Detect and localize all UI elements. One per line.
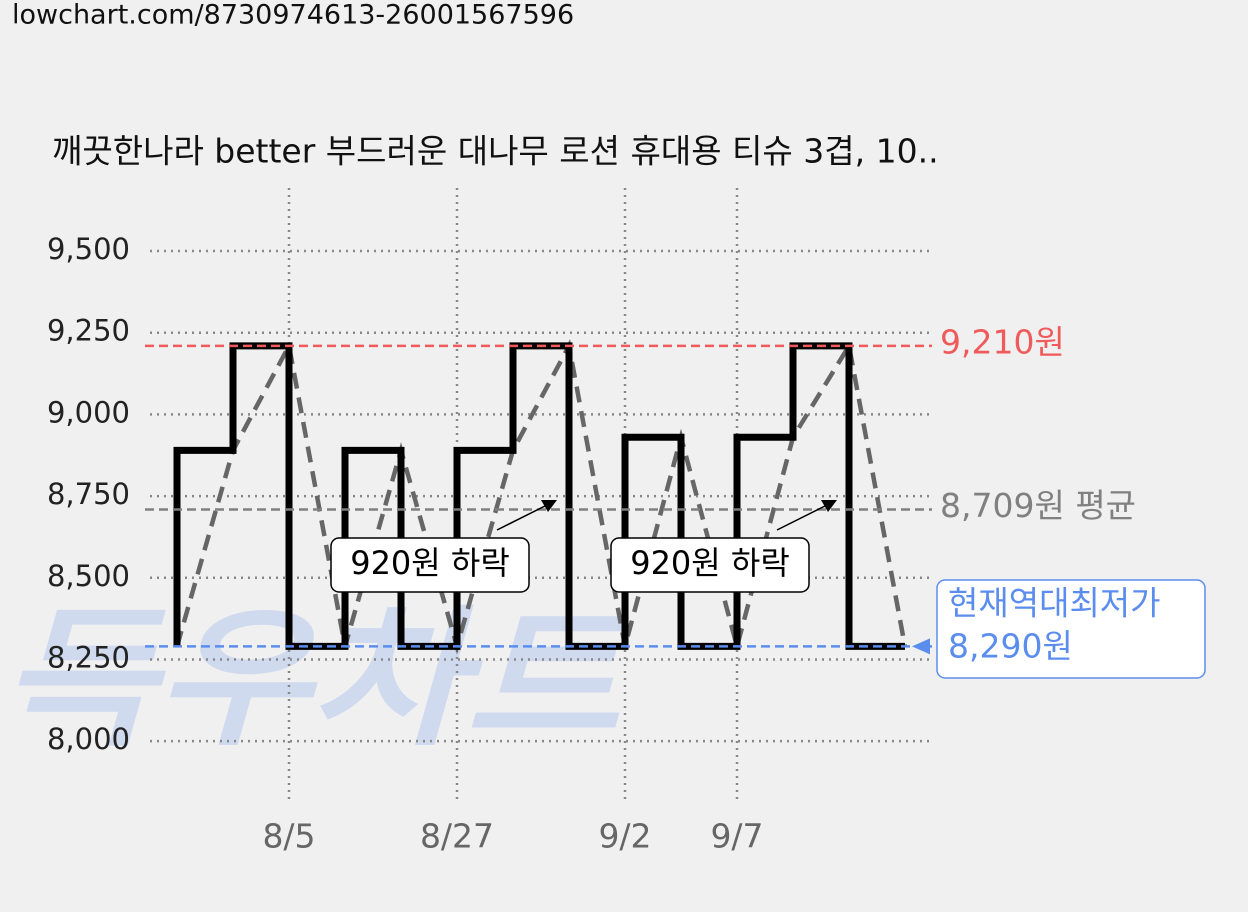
arrow-head: [821, 500, 837, 512]
annotation-arrow: [496, 503, 550, 531]
pointer: [912, 638, 930, 655]
watermark: 득우차트: [0, 593, 630, 767]
annotation-box: [610, 537, 810, 593]
y-tick-label: 8,750: [47, 477, 130, 511]
chart-title: 깨끗한나라 better 부드러운 대나무 로션 휴대용 티슈 3겹, 10..: [52, 132, 939, 171]
x-tick-label: 9/7: [710, 817, 763, 856]
annotation-box: [330, 537, 530, 593]
reference-label: 8,709원 평균: [940, 486, 1136, 525]
annotation-arrow: [776, 503, 830, 531]
x-tick-label: 8/5: [262, 817, 315, 856]
annotation: 920원 하락: [350, 544, 510, 582]
x-tick-label: 9/2: [598, 817, 651, 856]
y-tick-label: 8,500: [47, 559, 130, 593]
label-box: [936, 579, 1206, 679]
reference-label: 9,210원: [940, 322, 1065, 361]
arrow-head: [541, 500, 557, 512]
y-tick-label: 8,250: [47, 640, 130, 674]
annotation: 920원 하락: [630, 544, 790, 582]
y-tick-label: 9,250: [47, 314, 130, 348]
x-tick-label: 8/27: [420, 817, 494, 856]
y-tick-label: 8,000: [47, 722, 130, 756]
reference-label: 현재역대최저가: [948, 584, 1161, 623]
trend-line: [174, 339, 908, 656]
url: lowchart.com/8730974613-26001567596: [12, 0, 574, 31]
y-tick-label: 9,000: [47, 395, 130, 429]
reference-label: 8,290원: [948, 627, 1073, 666]
y-tick-label: 9,500: [47, 232, 130, 266]
